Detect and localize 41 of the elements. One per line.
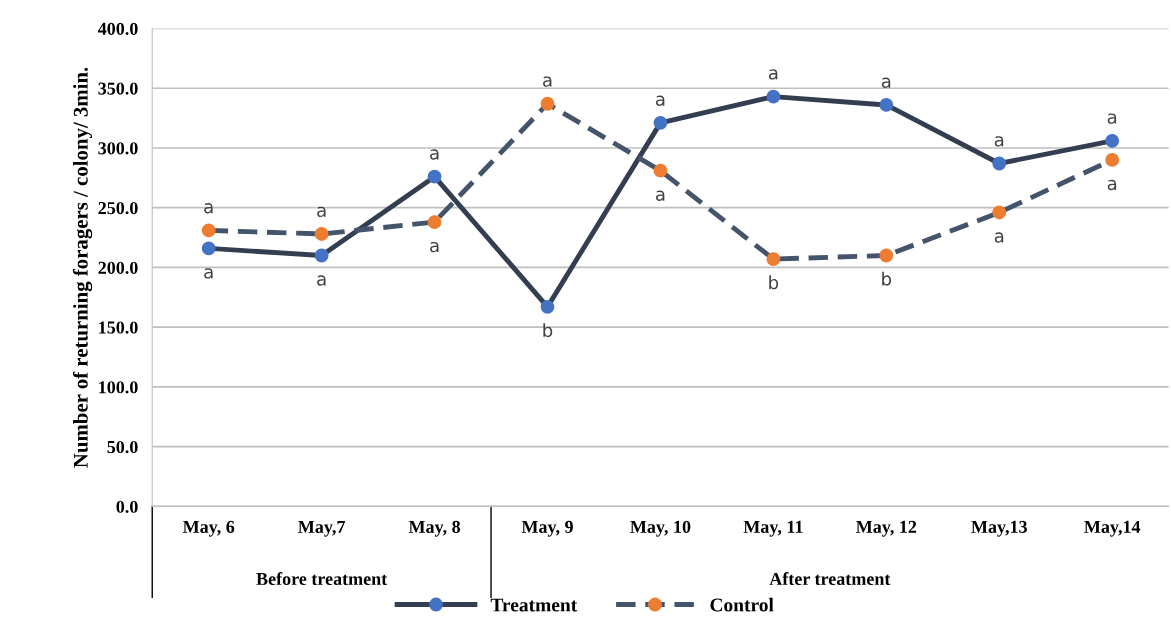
text: After treatment bbox=[769, 572, 891, 585]
text: Before treatment bbox=[256, 572, 388, 585]
x-tick-label: May, 12 bbox=[856, 520, 917, 537]
annotation: a bbox=[1107, 113, 1117, 124]
annotation: a bbox=[1107, 179, 1117, 191]
y-tick-label: 300.0 bbox=[98, 142, 138, 155]
annotation: a bbox=[317, 206, 326, 218]
y-tick-label: 150.0 bbox=[99, 321, 138, 334]
y-tick-label: 0.0 bbox=[116, 500, 138, 513]
legend-label: Control bbox=[710, 597, 774, 612]
x-tick-label: May, 9 bbox=[521, 520, 573, 537]
annotation: b bbox=[882, 271, 892, 286]
annotation: a bbox=[543, 76, 552, 87]
y-tick-label: 200.0 bbox=[98, 261, 138, 274]
x-tick-label: May,13 bbox=[971, 520, 1027, 537]
x-tick-label: May,14 bbox=[1084, 520, 1141, 537]
y-tick-label: 100.0 bbox=[99, 381, 138, 394]
annotation: a bbox=[994, 136, 1004, 147]
x-tick-label: May, 11 bbox=[743, 520, 803, 537]
x-tick-label: May, 6 bbox=[182, 520, 235, 537]
annotation: a bbox=[317, 275, 326, 286]
y-tick-label: 350.0 bbox=[98, 82, 138, 95]
annotation: a bbox=[204, 268, 213, 279]
annotation: a bbox=[768, 69, 778, 80]
annotation: a bbox=[204, 203, 213, 214]
annotation: a bbox=[655, 95, 665, 106]
annotation: a bbox=[430, 241, 439, 253]
annotation: a bbox=[994, 232, 1004, 243]
y-tick-label: 250.0 bbox=[98, 201, 138, 215]
annotation: a bbox=[655, 190, 665, 201]
annotation: b bbox=[543, 323, 553, 338]
x-tick-label: May,7 bbox=[298, 520, 346, 537]
y-tick-label: 400.0 bbox=[97, 22, 138, 36]
y-axis-title: Number of returning foragers / colony/ 3min. bbox=[72, 67, 93, 468]
legend-label: Treatment bbox=[490, 598, 578, 612]
x-tick-label: May, 10 bbox=[630, 520, 691, 537]
annotation: a bbox=[881, 77, 891, 88]
y-tick-label: 50.0 bbox=[107, 440, 138, 454]
annotation: b bbox=[769, 275, 779, 290]
annotation: a bbox=[430, 149, 439, 160]
x-tick-label: May, 8 bbox=[408, 520, 461, 537]
